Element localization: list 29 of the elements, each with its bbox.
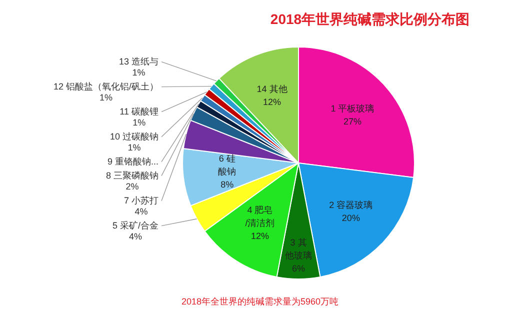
slice-label: 7 小苏打: [124, 195, 159, 206]
slice-label: 2 容器玻璃: [329, 200, 373, 210]
data-label: 20%: [342, 213, 360, 224]
data-label: 2%: [126, 181, 139, 192]
slice-label: 13 造纸与: [118, 56, 158, 66]
slice-label: 5 采矿/合金: [112, 220, 159, 230]
data-label: 12%: [263, 97, 282, 108]
slice-label: 9 重铬酸钠...: [107, 156, 159, 166]
data-label: 1%: [132, 117, 146, 128]
slice-label: 11 碳酸锂: [120, 106, 158, 116]
data-label: 4%: [128, 231, 142, 242]
data-label: 12%: [250, 231, 269, 242]
data-label: 1%: [128, 142, 141, 152]
data-label: 8%: [220, 180, 234, 190]
text: 2018年全世界的纯碱需求量为5960万吨: [181, 296, 339, 306]
slice-label: 8 三聚磷酸钠: [106, 170, 159, 180]
slice-label: 14 其他: [256, 84, 288, 94]
slice-label: 6 硅酸钠: [218, 154, 236, 176]
slice-label: 4 肥皂/清洁剂: [245, 205, 275, 228]
slice-label: 12 铝酸盐（氧化铝/矾土）: [53, 81, 158, 92]
data-label: 4%: [134, 206, 148, 216]
data-label: 6%: [292, 263, 306, 274]
slice-label: 1 平板玻璃: [330, 103, 374, 114]
data-label: 1%: [99, 92, 112, 102]
slice-label: 3 其他玻璃: [285, 237, 312, 260]
slice-label: 10 过碳酸钠: [110, 131, 158, 142]
chart-title: 2018年世界纯碱需求比例分布图: [270, 10, 470, 27]
data-label: 27%: [343, 116, 362, 126]
data-label: 1%: [132, 67, 146, 78]
